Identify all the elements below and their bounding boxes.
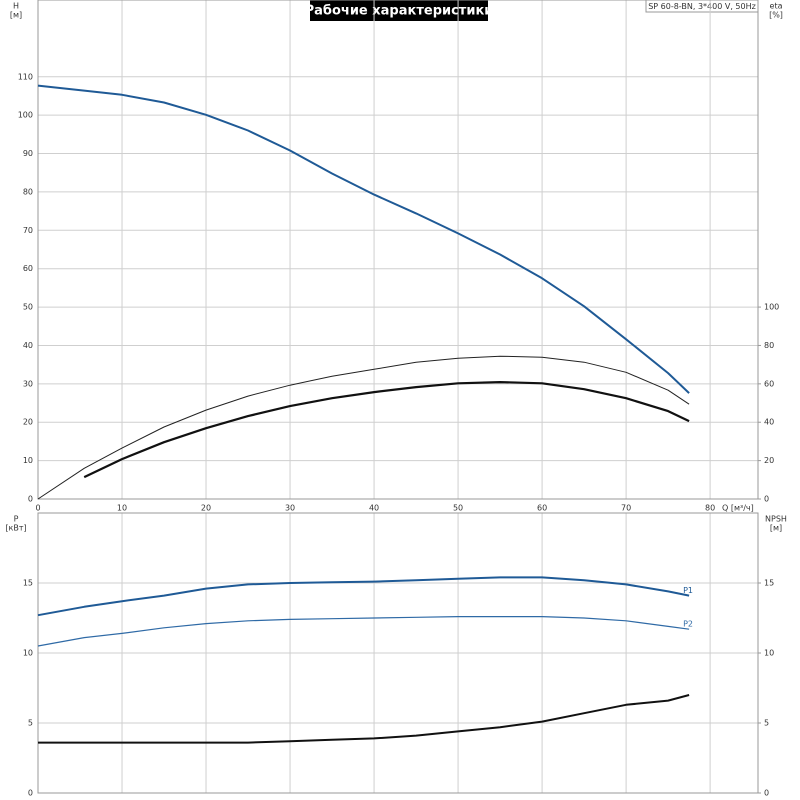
x-tick-label: 20	[201, 504, 211, 513]
series-line	[37, 355, 690, 500]
y2-tick-label: 40	[764, 418, 774, 427]
chart-title: Рабочие характеристики	[305, 4, 494, 19]
y-tick-label: 110	[18, 72, 33, 81]
y2-tick-label: 20	[764, 456, 774, 465]
x-tick-label: 10	[117, 504, 127, 513]
y-tick-label: 50	[23, 303, 33, 312]
y-tick-label: 60	[23, 264, 33, 273]
y2-tick-label: 15	[764, 579, 774, 588]
x-tick-label: 50	[453, 504, 463, 513]
y-axis-unit: [кВт]	[5, 524, 26, 533]
plot-frame	[37, 512, 759, 794]
y2-axis-unit: [%]	[769, 11, 783, 20]
y2-axis-label: eta	[770, 2, 783, 11]
x-tick-label: 30	[285, 504, 295, 513]
chart-subtitle: SP 60-8-BN, 3*400 V, 50Hz	[648, 2, 756, 11]
y-axis-unit: [м]	[10, 11, 22, 20]
x-tick-label: 40	[369, 504, 379, 513]
y-tick-label: 15	[23, 579, 33, 588]
y2-axis-unit: [м]	[770, 524, 782, 533]
x-tick-label: 0	[35, 504, 40, 513]
y2-tick-label: 60	[764, 379, 774, 388]
y-tick-label: 100	[18, 111, 33, 120]
y-tick-label: 30	[23, 379, 33, 388]
y2-tick-label: 100	[764, 303, 779, 312]
y-tick-label: 10	[23, 649, 33, 658]
title-box	[310, 0, 488, 21]
y-tick-label: 0	[28, 789, 33, 798]
y-axis-label: H	[13, 2, 19, 11]
x-tick-label: 80	[705, 504, 715, 513]
y-tick-label: 20	[23, 418, 33, 427]
y2-axis-label: NPSH	[765, 515, 787, 524]
y2-tick-label: 5	[764, 719, 769, 728]
y-tick-label: 5	[28, 719, 33, 728]
x-tick-label: 60	[537, 504, 547, 513]
series-line	[37, 616, 690, 647]
x-tick-label: 70	[621, 504, 631, 513]
y2-tick-label: 80	[764, 341, 774, 350]
y-tick-label: 70	[23, 226, 33, 235]
series-label: P2	[683, 620, 693, 629]
series-line	[83, 381, 690, 479]
y-axis-label: P	[14, 515, 19, 524]
x-axis-label: Q [м³/ч]	[722, 504, 754, 513]
y-tick-label: 40	[23, 341, 33, 350]
series-line	[37, 576, 690, 617]
y-tick-label: 0	[28, 495, 33, 504]
y2-tick-label: 10	[764, 649, 774, 658]
series-label: P1	[683, 586, 693, 595]
plot-frame	[37, 0, 759, 500]
y-tick-label: 80	[23, 187, 33, 196]
y2-tick-label: 0	[764, 789, 769, 798]
y2-tick-label: 0	[764, 495, 769, 504]
y-tick-label: 10	[23, 456, 33, 465]
series-line	[38, 694, 690, 744]
series-line	[37, 84, 690, 394]
y-tick-label: 90	[23, 149, 33, 158]
